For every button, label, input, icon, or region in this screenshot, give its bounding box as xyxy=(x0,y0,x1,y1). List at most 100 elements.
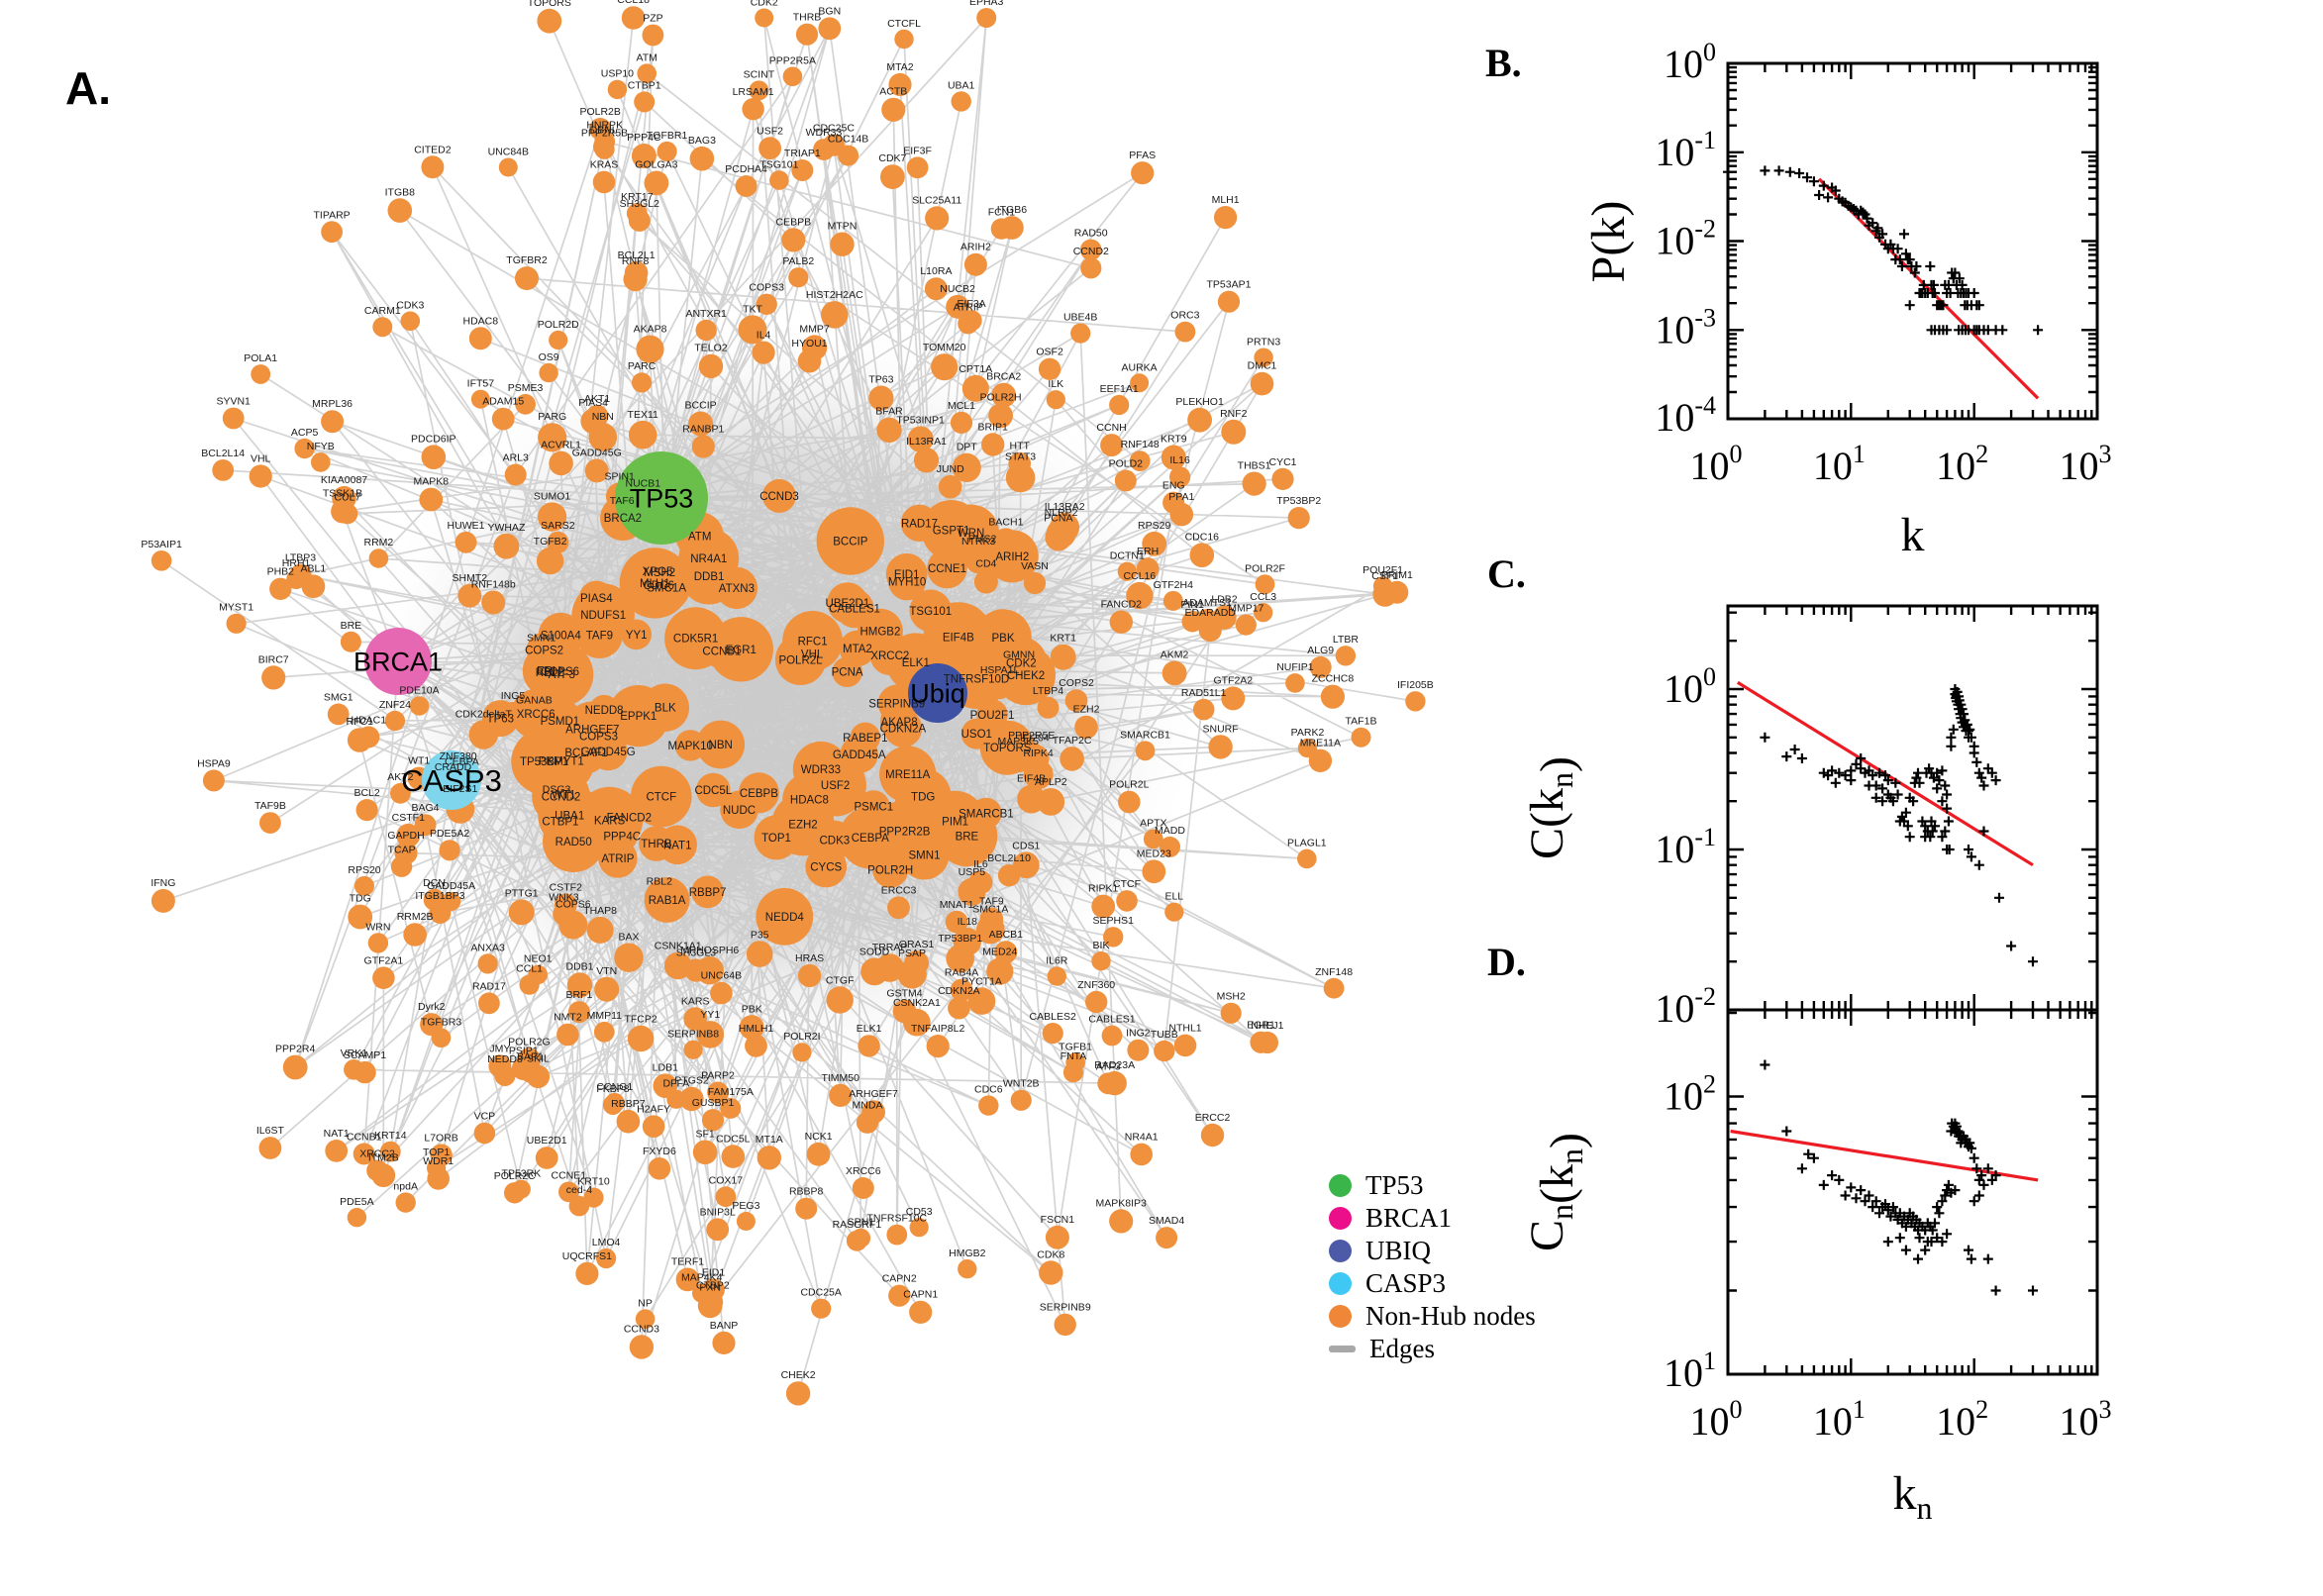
gene-label: TSG101 xyxy=(759,158,798,170)
gene-label: GANAB xyxy=(516,695,553,707)
non-hub-node xyxy=(1323,977,1345,999)
non-hub-node xyxy=(539,362,558,383)
gene-label: TUBB xyxy=(1151,1029,1178,1041)
gene-label: YY1 xyxy=(700,1009,720,1021)
gene-label: COPS6 xyxy=(541,666,579,678)
gene-label: PRTN3 xyxy=(1247,337,1280,349)
gene-label: ATXN3 xyxy=(719,583,755,595)
non-hub-node xyxy=(795,638,829,671)
gene-label: LDB2 xyxy=(1211,594,1237,606)
non-hub-node xyxy=(594,976,620,1002)
gene-label: CDK2 xyxy=(751,0,778,9)
non-hub-node xyxy=(331,499,354,524)
non-hub-node xyxy=(1039,1260,1063,1285)
gene-label: TNFRSF10C xyxy=(866,1213,927,1225)
gene-label: TAF9 xyxy=(586,631,613,643)
non-hub-node xyxy=(478,992,500,1015)
gene-label: MMP17 xyxy=(1228,603,1263,615)
non-hub-node xyxy=(938,474,962,499)
non-hub-node xyxy=(325,1140,349,1162)
gene-label: KRT10 xyxy=(577,1176,610,1188)
non-hub-node xyxy=(347,1208,367,1228)
x-tick-label: 103 xyxy=(2060,1395,2112,1444)
legend-item-label: Non-Hub nodes xyxy=(1365,1301,1536,1331)
gene-label: RIPK4 xyxy=(1023,748,1054,759)
non-hub-node xyxy=(1174,321,1196,343)
non-hub-node xyxy=(637,63,656,83)
gene-label: RNF148b xyxy=(471,579,516,591)
non-hub-node xyxy=(1008,451,1031,475)
non-hub-node xyxy=(286,569,306,589)
gene-label: ARL3 xyxy=(503,452,529,464)
non-hub-node xyxy=(742,98,764,121)
non-hub-node xyxy=(226,613,247,634)
gene-label: SMN1 xyxy=(909,850,941,862)
non-hub-node xyxy=(664,607,728,670)
gene-label: IFI204 xyxy=(1020,733,1050,745)
gene-label: BGN xyxy=(818,5,841,17)
gene-label: TP53BP1 xyxy=(520,756,568,768)
non-hub-node xyxy=(1130,1143,1153,1166)
non-hub-node xyxy=(567,1001,590,1024)
non-hub-node xyxy=(946,944,974,973)
gene-label: CDKN2A xyxy=(880,724,927,736)
gene-label: CDC14B xyxy=(828,134,868,146)
non-hub-node xyxy=(632,372,653,393)
gene-label: POLR2L xyxy=(1109,779,1149,791)
gene-label: IL13RA2 xyxy=(1045,501,1085,513)
non-hub-node xyxy=(924,277,948,301)
non-hub-node xyxy=(1135,741,1156,761)
gene-label: PDE10A xyxy=(399,684,439,696)
gene-label: USF2 xyxy=(821,780,850,792)
gene-label: ARIH2 xyxy=(995,551,1029,563)
non-hub-node xyxy=(792,1043,812,1062)
gene-label: P53AIP1 xyxy=(141,539,182,550)
gene-label: USP10 xyxy=(601,68,634,80)
non-hub-node xyxy=(857,608,903,654)
gene-label: CEBPA xyxy=(852,833,889,845)
non-hub-node xyxy=(1118,790,1141,814)
non-hub-node xyxy=(813,139,835,160)
gene-label: VRK1 xyxy=(341,1047,368,1059)
gene-label: IL6 xyxy=(973,858,988,870)
gene-label: EZH2 xyxy=(1073,704,1100,716)
gene-label: CSTF2 xyxy=(550,881,582,893)
gene-label: TCAP xyxy=(388,845,416,856)
legend-color-dot xyxy=(1329,1272,1352,1295)
gene-label: NLRP2 xyxy=(1045,507,1078,519)
gene-label: UNC84B xyxy=(488,147,529,158)
gene-label: USF2 xyxy=(757,125,783,137)
gene-label: MLH1 xyxy=(640,578,670,590)
gene-label: CCNE1 xyxy=(552,1170,587,1182)
gene-label: ATF3 xyxy=(549,669,575,681)
non-hub-node xyxy=(906,156,929,179)
gene-label: MYST1 xyxy=(219,602,253,614)
gene-label: PPP2R5A xyxy=(769,55,816,67)
non-hub-node xyxy=(961,374,989,402)
non-hub-node xyxy=(1129,450,1151,471)
non-hub-node xyxy=(830,232,855,256)
gene-label: MAP3K5 xyxy=(997,736,1039,748)
hub-label-casp3: CASP3 xyxy=(401,763,502,798)
non-hub-node xyxy=(827,582,868,624)
gene-label: TP63 xyxy=(868,374,893,386)
gene-label: TNFRSF10D xyxy=(944,673,1009,685)
gene-label: TGFBR2 xyxy=(506,254,548,266)
non-hub-node xyxy=(860,957,888,986)
gene-label: COPS2 xyxy=(525,645,563,656)
x-tick-label: 101 xyxy=(1813,1395,1866,1444)
non-hub-node xyxy=(593,1021,615,1043)
gene-label: RAB4A xyxy=(945,967,978,979)
gene-label: CYCS xyxy=(810,862,842,874)
non-hub-node xyxy=(981,433,1005,456)
non-hub-node xyxy=(1143,829,1163,849)
legend-item: BRCA1 xyxy=(1329,1202,1536,1235)
non-hub-node xyxy=(646,887,672,914)
non-hub-node xyxy=(967,987,996,1015)
non-hub-node xyxy=(549,330,568,350)
non-hub-node xyxy=(558,910,588,940)
non-hub-node xyxy=(631,765,692,828)
non-hub-node xyxy=(535,1147,558,1169)
non-hub-node xyxy=(379,1141,401,1162)
